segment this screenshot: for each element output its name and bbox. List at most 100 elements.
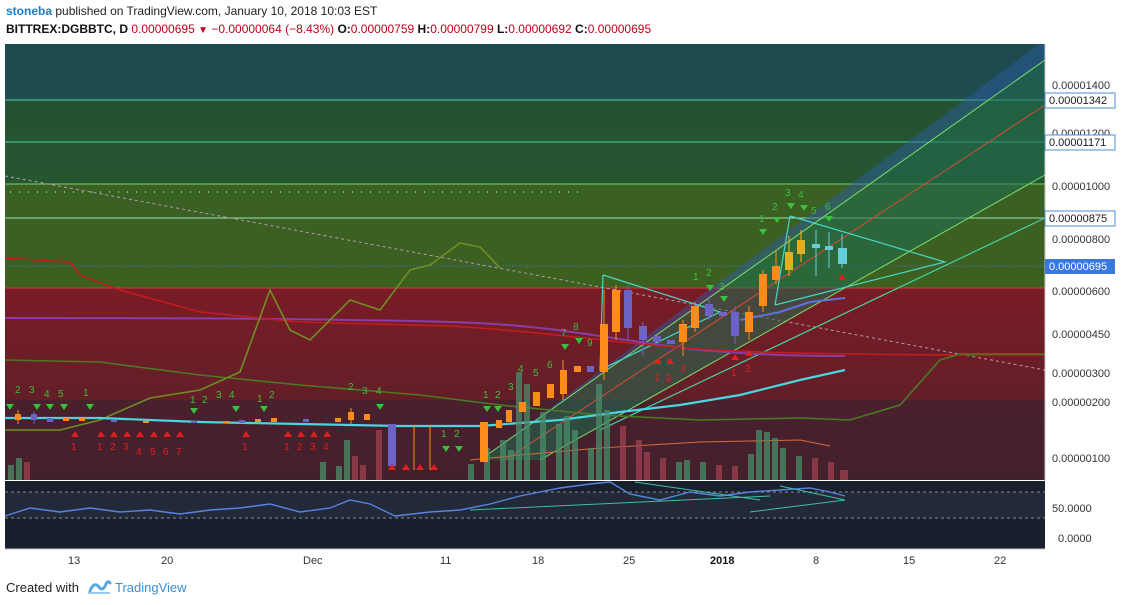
publish-info: published on TradingView.com, January 10… (55, 4, 378, 18)
svg-text:1: 1 (654, 373, 660, 384)
svg-text:3: 3 (508, 382, 514, 393)
svg-text:1: 1 (759, 214, 765, 225)
svg-text:3: 3 (680, 364, 686, 375)
svg-text:2: 2 (454, 429, 460, 440)
price-badge: 0.00001171 (1049, 137, 1106, 149)
svg-text:1: 1 (190, 395, 196, 406)
open-value: 0.00000759 (350, 22, 415, 36)
svg-text:2: 2 (495, 390, 501, 401)
svg-text:7: 7 (176, 447, 182, 458)
price-tick: 0.00000600 (1052, 286, 1110, 298)
svg-text:1: 1 (83, 388, 89, 399)
svg-text:4: 4 (323, 442, 329, 453)
svg-text:4: 4 (136, 447, 142, 458)
svg-text:5: 5 (811, 206, 817, 217)
candles (15, 230, 847, 470)
price-tick: 0.00001000 (1052, 181, 1110, 193)
time-tick: 8 (813, 555, 819, 567)
svg-text:3: 3 (719, 282, 725, 293)
last-price-badge: 0.00000695 (1049, 261, 1107, 273)
time-tick: 15 (903, 555, 915, 567)
time-tick: 18 (532, 555, 544, 567)
time-tick: 22 (994, 555, 1006, 567)
rsi-pane[interactable]: 50.0000 0.0000 (4, 481, 1125, 549)
close-label: C: (575, 22, 588, 36)
svg-text:1: 1 (693, 272, 699, 283)
svg-text:4: 4 (44, 389, 50, 400)
svg-text:6: 6 (825, 202, 831, 213)
rsi-tick: 50.0000 (1052, 503, 1092, 515)
time-tick: Dec (303, 555, 323, 567)
svg-text:6: 6 (163, 447, 169, 458)
svg-text:4: 4 (229, 390, 235, 401)
svg-text:3: 3 (310, 442, 316, 453)
chart-header: stoneba published on TradingView.com, Ja… (0, 0, 1125, 44)
svg-text:8: 8 (573, 322, 579, 333)
svg-text:2: 2 (706, 268, 712, 279)
price-axis[interactable]: 0.00001400 0.00001200 0.00001000 0.00000… (1044, 44, 1125, 570)
low-label: L: (496, 22, 509, 36)
price-badge: 0.00001342 (1049, 95, 1107, 107)
ohlc-line: BITTREX:DGBBTC, D 0.00000695 ▼ −0.000000… (6, 22, 651, 36)
price-tick: 0.00000800 (1052, 234, 1110, 246)
svg-text:1: 1 (257, 394, 263, 405)
time-tick: 25 (623, 555, 635, 567)
svg-text:4: 4 (798, 190, 804, 201)
svg-text:3: 3 (123, 442, 129, 453)
volume-bars (8, 372, 848, 480)
svg-text:2: 2 (772, 202, 778, 213)
svg-text:3: 3 (216, 390, 222, 401)
high-label: H: (417, 22, 431, 36)
svg-text:1: 1 (483, 390, 489, 401)
svg-text:1: 1 (441, 429, 447, 440)
svg-text:2: 2 (348, 382, 354, 393)
svg-text:7: 7 (561, 328, 567, 339)
svg-text:1: 1 (71, 442, 77, 453)
footer: Created with TradingView (0, 570, 1125, 605)
svg-text:1: 1 (284, 442, 290, 453)
svg-text:1: 1 (242, 442, 248, 453)
close-value: 0.00000695 (587, 22, 652, 36)
svg-text:1: 1 (97, 442, 103, 453)
rsi-line (4, 481, 846, 517)
price-tick: 0.00001400 (1052, 80, 1110, 92)
tradingview-link[interactable]: TradingView (115, 580, 187, 595)
svg-text:2: 2 (666, 373, 672, 384)
high-value: 0.00000799 (430, 22, 494, 36)
author-name[interactable]: stoneba (6, 4, 53, 18)
symbol-label: BITTREX:DGBBTC, D (6, 22, 128, 36)
svg-text:3: 3 (362, 386, 368, 397)
price-change: −0.00000064 (−8.43%) (211, 22, 335, 36)
time-tick: 11 (440, 555, 451, 567)
svg-text:3: 3 (785, 188, 791, 199)
svg-text:4: 4 (518, 364, 524, 375)
svg-text:1: 1 (731, 368, 737, 379)
svg-text:2: 2 (269, 390, 275, 401)
time-axis[interactable]: 13 20 Dec 11 18 25 2018 8 15 22 (5, 548, 1125, 570)
price-tick: 0.00000450 (1052, 329, 1110, 341)
svg-text:2: 2 (15, 385, 21, 396)
svg-text:6: 6 (547, 360, 553, 371)
created-with-label: Created with (6, 580, 79, 595)
rsi-tick: 0.0000 (1058, 533, 1092, 545)
svg-text:2: 2 (745, 364, 751, 375)
down-arrow-icon: ▼ (198, 25, 208, 36)
trend-line (4, 175, 1046, 371)
open-label: O: (337, 22, 351, 36)
time-tick-year: 2018 (710, 555, 734, 567)
svg-text:5: 5 (58, 389, 64, 400)
publish-line: stoneba published on TradingView.com, Ja… (6, 4, 377, 18)
svg-text:5: 5 (150, 447, 156, 458)
svg-text:9: 9 (587, 338, 593, 349)
last-price: 0.00000695 (131, 22, 195, 36)
price-tick: 0.00000300 (1052, 368, 1110, 380)
price-badge: 0.00000875 (1049, 213, 1107, 225)
svg-text:2: 2 (110, 442, 116, 453)
svg-text:4: 4 (376, 386, 382, 397)
time-tick: 13 (68, 555, 80, 567)
tradingview-logo-icon[interactable] (88, 579, 112, 595)
price-tick: 0.00000100 (1052, 453, 1110, 465)
svg-text:5: 5 (533, 368, 539, 379)
